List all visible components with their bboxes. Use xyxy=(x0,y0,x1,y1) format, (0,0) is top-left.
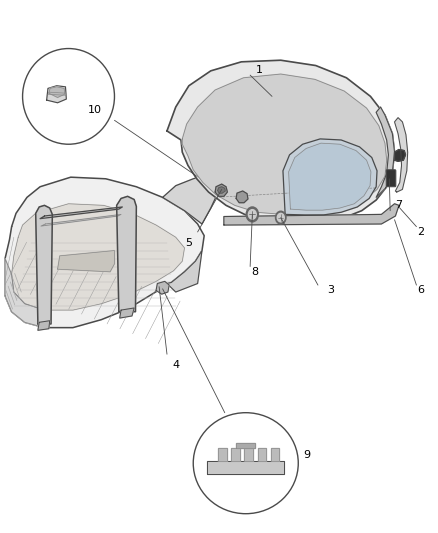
Text: 2: 2 xyxy=(416,227,424,237)
Text: 1: 1 xyxy=(255,65,262,75)
Polygon shape xyxy=(288,143,370,210)
Polygon shape xyxy=(5,177,204,328)
Polygon shape xyxy=(117,196,136,312)
Text: 5: 5 xyxy=(185,238,192,247)
Text: 4: 4 xyxy=(172,360,179,370)
Polygon shape xyxy=(38,321,49,330)
Polygon shape xyxy=(166,251,201,292)
Polygon shape xyxy=(40,207,122,219)
Polygon shape xyxy=(257,448,266,461)
Circle shape xyxy=(275,211,286,224)
Polygon shape xyxy=(283,139,376,215)
Polygon shape xyxy=(394,150,405,161)
Text: 8: 8 xyxy=(251,267,258,277)
Polygon shape xyxy=(217,187,225,193)
Polygon shape xyxy=(375,107,394,197)
Polygon shape xyxy=(57,251,114,272)
Text: 10: 10 xyxy=(88,104,102,115)
Polygon shape xyxy=(231,448,240,461)
Polygon shape xyxy=(5,259,44,328)
Polygon shape xyxy=(207,461,283,474)
Text: 7: 7 xyxy=(395,200,402,211)
Polygon shape xyxy=(120,308,134,318)
Ellipse shape xyxy=(22,49,114,144)
Polygon shape xyxy=(218,448,226,461)
Polygon shape xyxy=(235,443,255,448)
Circle shape xyxy=(277,213,284,222)
Polygon shape xyxy=(244,448,253,461)
Polygon shape xyxy=(223,204,398,225)
Circle shape xyxy=(248,209,256,219)
Text: 9: 9 xyxy=(303,450,310,460)
Circle shape xyxy=(246,207,258,222)
Polygon shape xyxy=(394,118,407,192)
Polygon shape xyxy=(35,205,52,324)
Polygon shape xyxy=(155,281,169,294)
Text: 6: 6 xyxy=(417,286,424,295)
Polygon shape xyxy=(12,204,184,310)
Polygon shape xyxy=(215,184,227,196)
Polygon shape xyxy=(182,74,386,214)
Polygon shape xyxy=(41,214,121,226)
FancyBboxPatch shape xyxy=(385,169,395,187)
Text: 3: 3 xyxy=(327,286,334,295)
Ellipse shape xyxy=(193,413,297,514)
Polygon shape xyxy=(270,448,279,461)
Polygon shape xyxy=(46,86,66,103)
Polygon shape xyxy=(166,60,394,223)
Polygon shape xyxy=(49,87,64,98)
Polygon shape xyxy=(162,173,223,224)
Polygon shape xyxy=(236,191,247,203)
